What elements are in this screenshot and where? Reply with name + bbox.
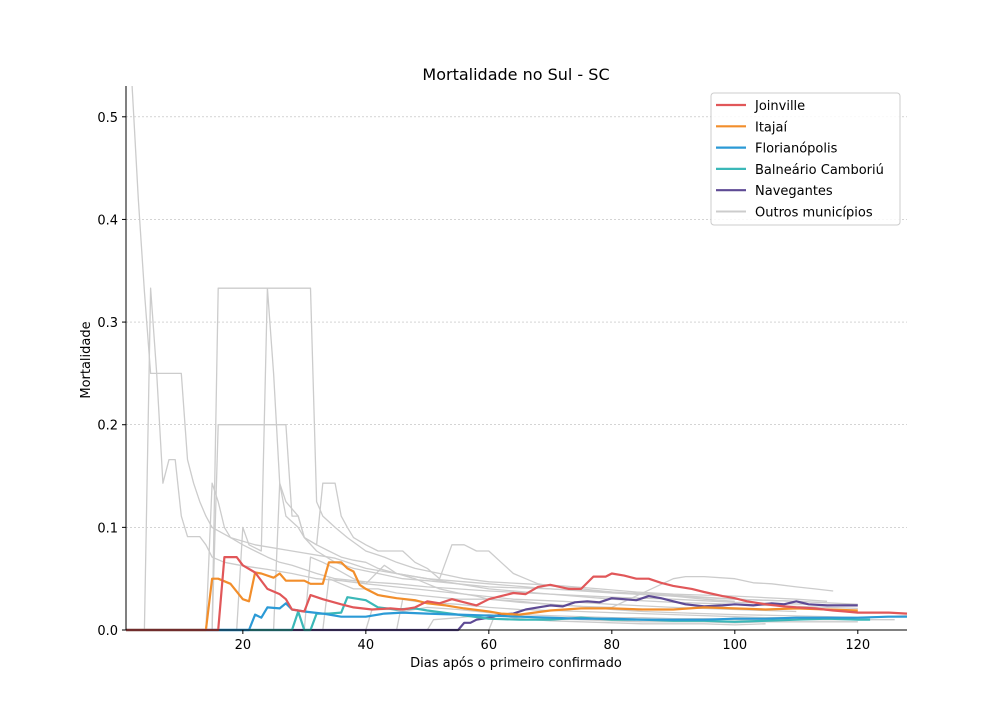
other-municipality-line [126,287,858,631]
y-tick-label: 0.0 [97,624,118,639]
series-line-joinville [126,556,908,632]
y-tick-label: 0.4 [97,213,118,228]
y-axis-label: Mortalidade [79,321,94,398]
other-municipality-line [126,613,766,631]
legend-label-balneario-camboriu: Balneário Camboriú [755,163,884,178]
legend-label-outros-municipios: Outros municípios [755,206,873,221]
y-tick-label: 0.1 [97,521,118,536]
tick-labels: 0.0 0.1 0.2 0.3 0.4 0.5 20 40 60 80 100 120 [97,111,870,653]
x-tick-label: 120 [845,638,870,653]
other-municipality-line [126,578,908,631]
series-line-itajai [126,561,858,632]
other-municipality-line [126,424,858,631]
x-tick-label: 60 [481,638,498,653]
legend: Joinville Itajaí Florianópolis Balneário Ca… [710,92,901,226]
y-tick-label: 0.3 [97,316,118,331]
highlighted-municipalities-lines [126,556,908,632]
y-tick-label: 0.2 [97,419,118,434]
legend-label-joinville: Joinville [754,99,805,114]
y-tick-label: 0.5 [97,111,118,126]
axes [125,86,907,631]
chart-title: Mortalidade no Sul - SC [422,65,609,84]
legend-box [710,92,901,226]
other-municipality-line [126,556,834,631]
legend-label-florianopolis: Florianópolis [755,142,838,157]
series-line-florianopolis [126,602,907,632]
x-tick-label: 80 [604,638,621,653]
x-tick-label: 20 [235,638,252,653]
legend-label-itajai: Itajaí [755,120,787,135]
legend-label-navegantes: Navegantes [755,184,833,199]
x-tick-label: 100 [722,638,747,653]
x-tick-label: 40 [358,638,375,653]
legend-items: Joinville Itajaí Florianópolis Balneário Ca… [716,99,884,221]
x-axis-label: Dias após o primeiro confirmado [410,656,622,671]
